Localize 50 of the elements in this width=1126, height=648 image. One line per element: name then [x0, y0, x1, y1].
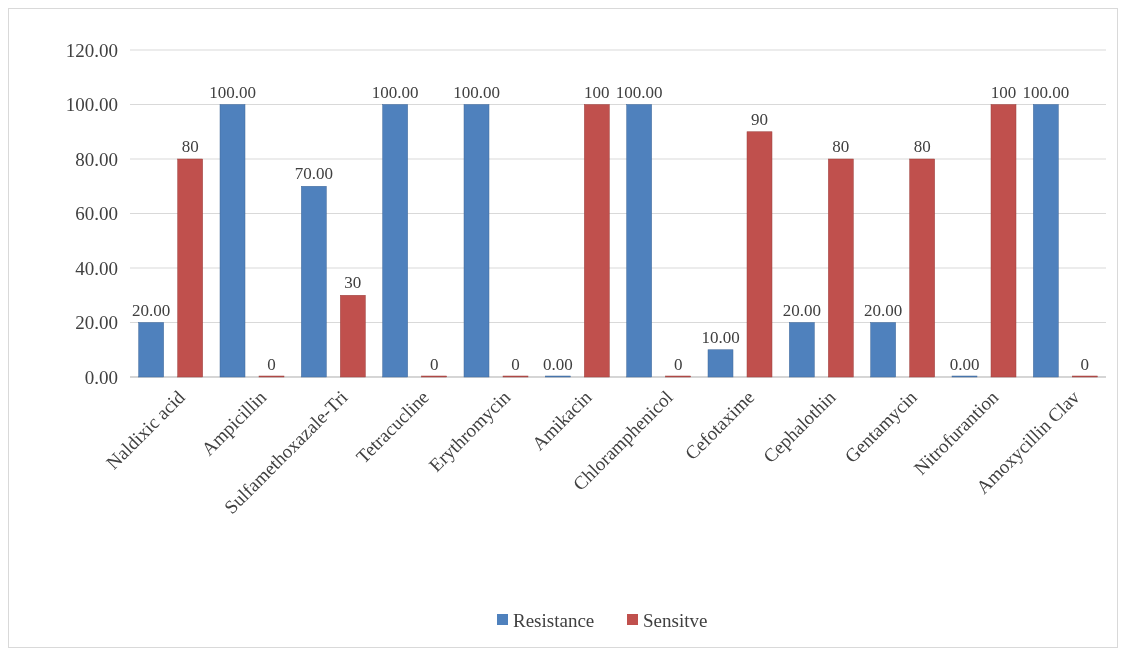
bar	[707, 349, 734, 378]
data-label: 0.00	[542, 355, 573, 374]
y-tick-label: 20.00	[75, 312, 118, 334]
y-tick-label: 60.00	[75, 203, 118, 225]
bar	[219, 104, 246, 378]
bar	[990, 104, 1017, 378]
bar	[584, 104, 610, 378]
data-label: 100.00	[371, 82, 419, 102]
data-label: 80	[913, 137, 931, 156]
bar	[177, 158, 203, 378]
legend-label: Sensitve	[643, 609, 708, 631]
data-label: 30	[344, 273, 362, 293]
bar	[626, 104, 652, 378]
bar	[789, 322, 815, 378]
data-label: 0	[673, 355, 683, 374]
data-label: 20.00	[864, 300, 903, 320]
y-tick-label: 100.00	[65, 94, 118, 116]
data-label: 10.00	[701, 327, 740, 347]
data-label: 100	[584, 82, 610, 102]
bar	[382, 104, 408, 378]
data-label: 0.00	[949, 355, 980, 374]
data-label: 100.00	[453, 82, 500, 102]
data-label: 80	[181, 137, 199, 156]
bar	[340, 295, 366, 378]
bar	[746, 131, 773, 378]
y-tick-label: 120.00	[65, 39, 118, 61]
data-label: 0	[511, 355, 520, 374]
y-tick-label: 0.00	[84, 366, 118, 388]
legend-label: Resistance	[513, 609, 595, 631]
bar	[301, 186, 327, 378]
y-tick-label: 40.00	[75, 257, 118, 279]
data-label: 20.00	[782, 300, 821, 320]
data-label: 100.00	[1022, 82, 1070, 102]
data-label: 100	[990, 82, 1017, 102]
bar	[138, 322, 164, 378]
data-label: 0	[429, 355, 439, 374]
bar	[1033, 104, 1059, 378]
data-label: 0	[267, 355, 276, 374]
y-tick-label: 80.00	[75, 148, 118, 170]
data-label: 80	[832, 137, 850, 156]
bar	[828, 158, 854, 378]
data-label: 70.00	[294, 164, 333, 184]
bar	[870, 322, 896, 378]
data-label: 90	[751, 109, 768, 129]
data-label: 100.00	[615, 82, 663, 102]
bar	[463, 104, 490, 378]
data-label: 20.00	[132, 300, 171, 320]
data-label: 100.00	[209, 82, 256, 102]
data-label: 0	[1080, 355, 1090, 374]
bar	[909, 158, 935, 378]
